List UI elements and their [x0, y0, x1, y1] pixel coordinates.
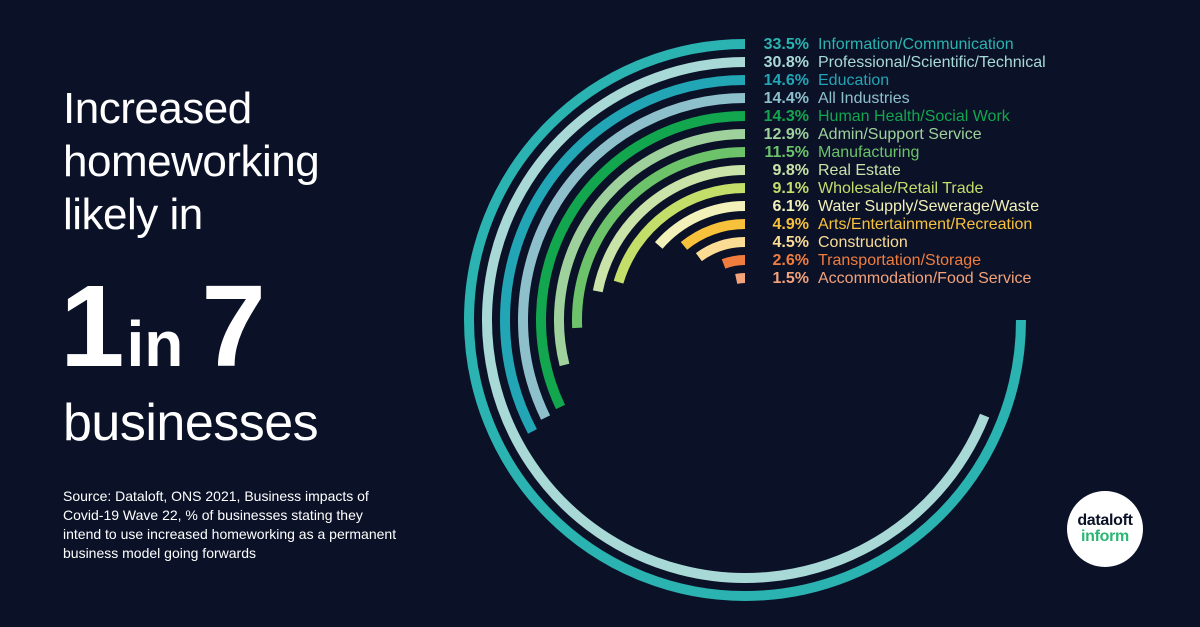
arc-transportation-storage [721, 255, 746, 269]
category-label: Transportation/Storage [818, 252, 981, 269]
big-in: in [126, 308, 184, 380]
arc-wholesale-retail-trade [613, 183, 746, 284]
arc-real-estate [592, 165, 746, 293]
big-number-2: 7 [201, 261, 265, 391]
category-label: Accommodation/Food Service [818, 270, 1032, 287]
value-label: 30.8% [764, 54, 809, 71]
category-label: Human Health/Social Work [818, 108, 1011, 125]
arc-arts-entertainment-recreation [680, 219, 746, 250]
value-label: 1.5% [773, 270, 809, 287]
category-label: Real Estate [818, 162, 901, 179]
category-label: Information/Communication [818, 36, 1014, 53]
value-label: 4.9% [773, 216, 809, 233]
category-label: Education [818, 72, 889, 89]
arc-accommodation-food-service [735, 273, 746, 284]
big-number-1: 1 [60, 261, 124, 391]
value-label: 9.1% [773, 180, 809, 197]
headline-line-1: Increased [63, 84, 252, 133]
category-label: Professional/Scientific/Technical [818, 54, 1046, 71]
headline-line-2: homeworking [63, 137, 320, 186]
value-label: 11.5% [765, 144, 809, 161]
big-ratio: 1in 7 [60, 268, 266, 384]
headline-line-3: likely in [63, 190, 203, 239]
arc-professional-scientific-technical [482, 57, 990, 583]
value-label: 14.6% [764, 72, 809, 89]
headline: Increased homeworking likely in [63, 82, 320, 241]
logo-text-dataloft: dataloft [1077, 512, 1133, 529]
value-label: 14.3% [764, 108, 809, 125]
category-label: Arts/Entertainment/Recreation [818, 216, 1032, 233]
arc-information-communication [464, 39, 1026, 601]
value-label: 33.5% [764, 36, 809, 53]
dataloft-logo: dataloft inform [1067, 491, 1143, 567]
category-label: Manufacturing [818, 144, 919, 161]
value-label: 9.8% [773, 162, 809, 179]
arc-education [500, 75, 746, 434]
arc-construction [695, 237, 746, 262]
arc-human-health-social-work [536, 111, 746, 410]
arc-manufacturing [572, 147, 746, 329]
category-label: Admin/Support Service [818, 126, 982, 143]
category-label: Water Supply/Sewerage/Waste [818, 198, 1039, 215]
arc-all-industries [518, 93, 746, 420]
category-label: All Industries [818, 90, 910, 107]
value-label: 4.5% [773, 234, 809, 251]
category-label: Construction [818, 234, 908, 251]
logo-text-inform: inform [1081, 528, 1129, 545]
value-label: 12.9% [764, 126, 809, 143]
category-label: Wholesale/Retail Trade [818, 180, 984, 197]
value-label: 6.1% [773, 198, 809, 215]
value-label: 14.4% [764, 90, 809, 107]
value-label: 2.6% [773, 252, 809, 269]
arc-admin-support-service [554, 129, 746, 367]
source-note: Source: Dataloft, ONS 2021, Business imp… [63, 488, 397, 561]
arc-water-supply-sewerage-waste [654, 201, 746, 249]
headline-businesses: businesses [63, 394, 319, 452]
